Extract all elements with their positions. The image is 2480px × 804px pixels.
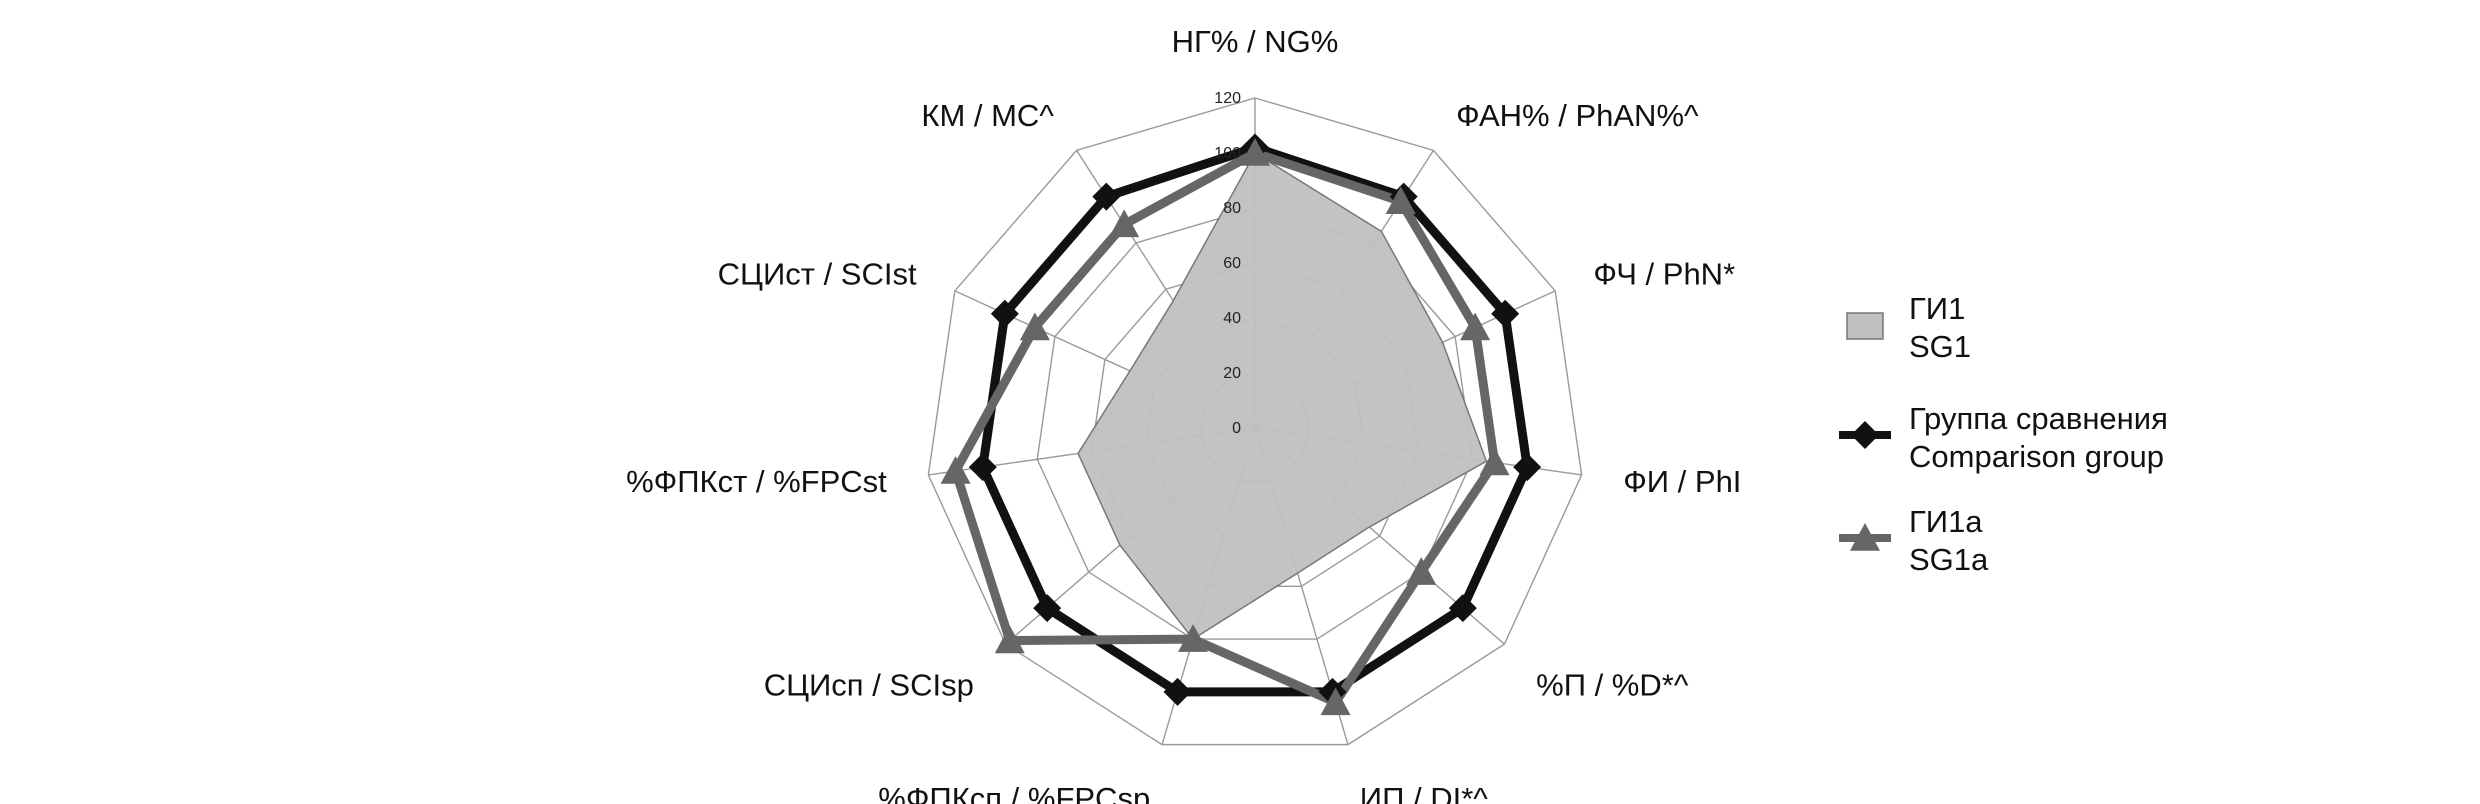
legend-label-line: ГИ1а [1909, 504, 1983, 539]
axis-label-axis-2: ФЧ / PhN* [1593, 256, 1735, 291]
tick-label: 80 [1223, 200, 1241, 217]
axis-label-axis-3: ФИ / PhI [1623, 464, 1741, 499]
axis-label-axis-5: ИП / DI*^ [1360, 781, 1488, 804]
legend-label-line: ГИ1 [1909, 291, 1965, 326]
diamond-marker [1163, 677, 1192, 706]
axis-label-axis-0: НГ% / NG% [1172, 24, 1339, 59]
grid-ring-80 [1036, 207, 1474, 640]
axis-label-axis-4: %П / %D*^ [1536, 668, 1689, 703]
triangle-marker [1240, 138, 1270, 166]
legend-label-line: SG1 [1909, 329, 1971, 364]
legend-diamond-marker [1851, 421, 1879, 449]
axis-label-axis-10: КМ / MC^ [921, 98, 1054, 133]
triangle-marker [1479, 447, 1510, 476]
legend-label-line: Comparison group [1909, 439, 2164, 474]
legend-label-line: SG1а [1909, 542, 1989, 577]
axis-label-axis-6: %ФПКсп / %FPCsp [878, 781, 1150, 804]
diamond-marker [990, 299, 1019, 328]
series-line-comparison [978, 143, 1532, 697]
triangle-marker [1460, 312, 1491, 341]
series-area-sg1 [1077, 151, 1488, 641]
tick-label: 120 [1214, 90, 1241, 107]
triangle-marker [1385, 186, 1416, 215]
series-line-sg1a [951, 148, 1500, 707]
triangle-marker [1109, 209, 1140, 238]
triangle-marker [940, 456, 971, 484]
series-area-layer [1077, 151, 1488, 641]
axis-label-axis-7: СЦИсп / SCIsp [764, 668, 974, 703]
diamond-marker [1491, 299, 1520, 328]
triangle-marker [1406, 557, 1437, 585]
triangle-marker [1178, 624, 1209, 652]
axis-label-axis-9: СЦИст / SCIst [718, 256, 917, 291]
tick-label: 100 [1214, 145, 1241, 162]
legend-label-line: Группа сравнения [1909, 401, 2168, 436]
triangle-marker [994, 625, 1025, 654]
diamond-marker [968, 453, 997, 482]
diamond-marker [1092, 182, 1121, 211]
tick-label: 20 [1223, 365, 1241, 382]
tick-label: 0 [1232, 420, 1241, 437]
axis-label-axis-1: ФАН% / PhAN%^ [1456, 98, 1699, 133]
tick-label: 60 [1223, 255, 1241, 272]
radial-tick-labels: 0 20 40 60 80 100 120 [1214, 90, 1241, 437]
legend-triangle-marker [1850, 523, 1880, 551]
legend-swatch-area [1846, 312, 1884, 340]
grid-ring-120 [927, 97, 1583, 746]
triangle-marker [1019, 312, 1050, 341]
triangle-marker [1320, 687, 1351, 716]
diamond-marker [1513, 453, 1542, 482]
diamond-marker [1033, 594, 1062, 623]
axis-label-axis-8: %ФПКст / %FPCst [626, 464, 887, 499]
series-marker-layer [940, 133, 1542, 716]
axis-labels: НГ% / NG% ФАН% / PhAN%^ ФЧ / PhN* ФИ / PhI%… [626, 24, 1741, 804]
tick-label: 40 [1223, 310, 1241, 327]
series-line-layer [951, 143, 1532, 707]
diamond-marker [1448, 594, 1477, 623]
